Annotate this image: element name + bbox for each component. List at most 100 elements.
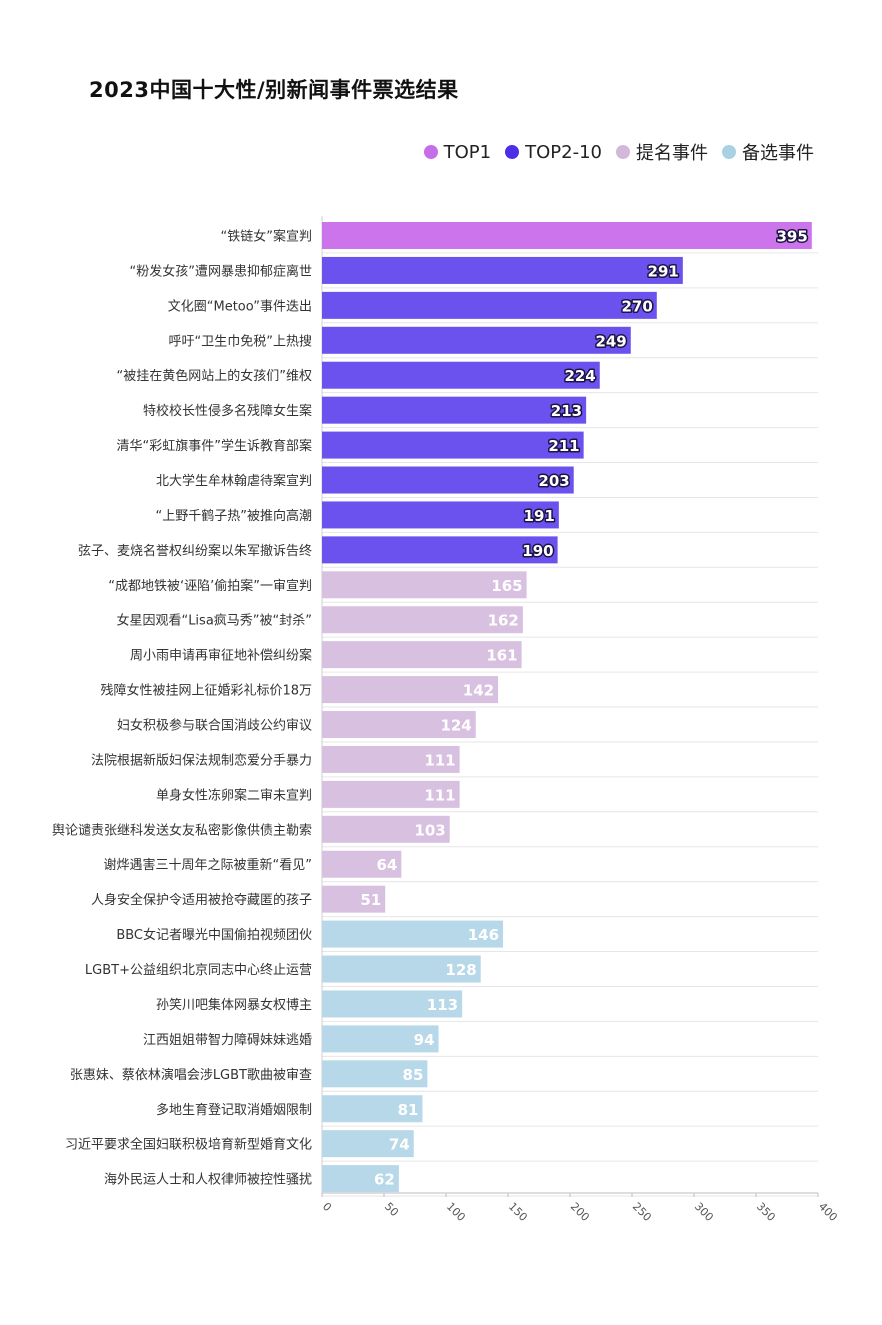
value-label: 165 — [491, 577, 522, 595]
legend-label-nominated: 提名事件 — [636, 143, 708, 164]
category-label: “铁链女”案宣判 — [221, 229, 312, 245]
bar — [322, 466, 574, 494]
category-label: 北大学生牟林翰虐待案宣判 — [156, 473, 312, 489]
category-label: 舆论谴责张继科发送女友私密影像供债主勒索 — [52, 822, 312, 838]
value-label: 249 — [595, 332, 626, 350]
bar — [322, 396, 587, 424]
bar — [322, 291, 657, 319]
bar — [322, 326, 631, 354]
value-label: 203 — [538, 472, 569, 490]
value-label: 51 — [360, 891, 381, 909]
value-label: 94 — [414, 1031, 435, 1049]
bar — [322, 920, 504, 948]
value-label: 64 — [376, 856, 397, 874]
category-label: 呼吁“卫生巾免税”上热搜 — [169, 334, 312, 349]
bar — [322, 431, 584, 459]
bar — [322, 1095, 423, 1123]
legend-dot-top2-10 — [505, 145, 520, 159]
value-label: 162 — [488, 612, 519, 630]
bar — [322, 850, 402, 878]
bar — [322, 711, 476, 739]
chart-title: 2023中国十大性/别新闻事件票选结果 — [89, 78, 459, 102]
category-label: 单身女性冻卵案二审未宣判 — [156, 787, 312, 803]
category-label: BBC女记者曝光中国偷拍视频团伙 — [116, 927, 312, 943]
x-tick-label: 350 — [754, 1200, 778, 1224]
category-label: 女星因观看“Lisa疯马秀”被“封杀” — [116, 613, 312, 629]
category-label: 江西姐姐带智力障碍妹妹逃婚 — [143, 1033, 312, 1048]
category-label: 习近平要求全国妇联积极培育新型婚育文化 — [65, 1137, 312, 1153]
value-label: 395 — [776, 228, 807, 246]
category-label: 法院根据新版妇保法规制恋爱分手暴力 — [91, 752, 312, 768]
chart-legend: TOP1 TOP2-10 提名事件 备选事件 — [423, 139, 814, 165]
x-tick-label: 150 — [506, 1200, 530, 1224]
bar — [322, 676, 499, 704]
x-tick-label: 200 — [568, 1200, 592, 1224]
category-label: 清华“彩虹旗事件”学生诉教育部案 — [117, 438, 312, 454]
bar — [322, 606, 523, 634]
x-tick-label: 300 — [692, 1200, 716, 1224]
bar — [322, 955, 481, 983]
legend-item-top1: TOP1 — [423, 141, 492, 163]
bar — [322, 222, 812, 249]
category-label: 文化圈“Metoo”事件迭出 — [168, 299, 312, 314]
category-label: 周小雨申请再审征地补偿纠纷案 — [130, 649, 312, 664]
value-label: 74 — [389, 1136, 410, 1154]
value-label: 62 — [374, 1171, 395, 1189]
category-label: 妇女积极参与联合国消歧公约审议 — [117, 718, 312, 734]
value-label: 85 — [403, 1066, 424, 1084]
value-label: 128 — [445, 961, 476, 979]
x-tick-label: 50 — [382, 1200, 401, 1219]
value-label: 213 — [551, 402, 582, 420]
legend-label-top1: TOP1 — [443, 141, 492, 163]
bar — [322, 641, 522, 669]
value-label: 190 — [522, 542, 553, 560]
category-label: 孙笑川吧集体网暴女权博主 — [156, 997, 312, 1013]
category-label: 残障女性被挂网上征婚彩礼标价18万 — [100, 683, 312, 699]
legend-dot-top1 — [423, 145, 438, 159]
legend-label-candidate: 备选事件 — [742, 143, 814, 164]
category-label: 谢烨遇害三十周年之际被重新“看见” — [104, 857, 312, 873]
bar — [322, 815, 450, 843]
category-label: 张惠妹、蔡依林演唱会涉LGBT歌曲被审查 — [70, 1067, 312, 1083]
category-label: 特校校长性侵多名残障女生案 — [143, 403, 312, 419]
bar — [322, 256, 683, 284]
x-tick-label: 250 — [630, 1200, 654, 1224]
category-label: “粉发女孩”遭网暴患抑郁症离世 — [130, 263, 312, 279]
category-label: 海外民运人士和人权律师被控性骚扰 — [104, 1172, 312, 1188]
legend-dot-nominated — [616, 145, 630, 159]
bar — [322, 745, 460, 773]
value-label: 211 — [548, 437, 579, 455]
value-label: 103 — [414, 821, 445, 839]
value-label: 270 — [621, 297, 652, 315]
value-label: 191 — [524, 507, 555, 525]
category-label: LGBT+公益组织北京同志中心终止运营 — [85, 962, 312, 978]
value-label: 113 — [427, 996, 458, 1014]
bar — [322, 361, 600, 389]
legend-dot-candidate — [722, 145, 736, 159]
bar — [322, 990, 463, 1018]
category-label: “被挂在黄色网站上的女孩们”维权 — [117, 368, 312, 384]
value-label: 81 — [398, 1101, 419, 1119]
value-label: 111 — [424, 786, 455, 804]
category-label: 弦子、麦烧名誉权纠纷案以朱军撤诉告终 — [78, 543, 312, 559]
category-label: “成都地铁被‘诬陷’偷拍案”一审宣判 — [108, 578, 312, 594]
legend-item-nominated: 提名事件 — [616, 139, 708, 165]
x-tick-label: 100 — [444, 1200, 468, 1224]
bar — [322, 885, 386, 913]
x-tick-label: 400 — [816, 1200, 840, 1224]
bar — [322, 780, 460, 808]
bar — [322, 1025, 439, 1053]
value-label: 124 — [440, 717, 471, 735]
bar — [322, 536, 558, 564]
bar — [322, 571, 527, 599]
value-label: 291 — [648, 262, 679, 280]
legend-item-candidate: 备选事件 — [722, 139, 814, 165]
legend-item-top2-10: TOP2-10 — [505, 142, 602, 163]
category-label: 人身安全保护令适用被抢夺藏匿的孩子 — [91, 892, 312, 908]
category-label: “上野千鹤子热”被推向高潮 — [156, 508, 312, 524]
value-label: 224 — [564, 367, 595, 385]
bar — [322, 1165, 399, 1193]
bar — [322, 1060, 428, 1088]
category-label: 多地生育登记取消婚姻限制 — [156, 1102, 312, 1118]
